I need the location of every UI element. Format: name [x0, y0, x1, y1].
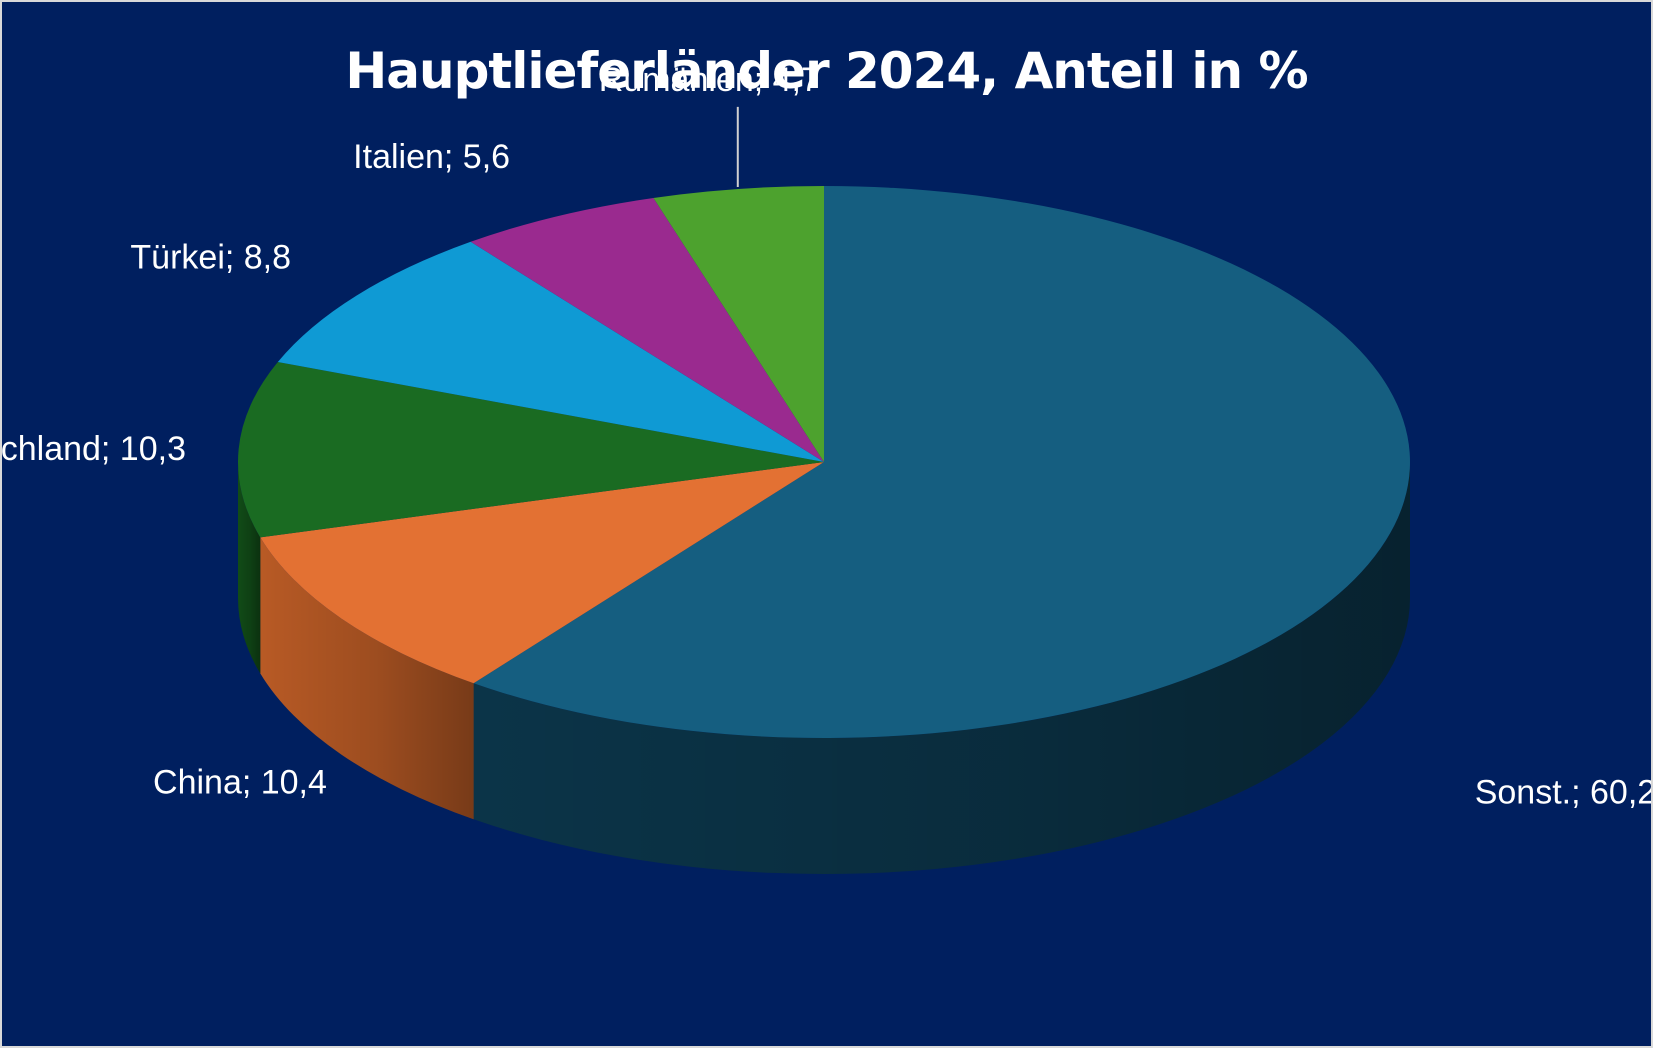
chart-title: Hauptlieferländer 2024, Anteil in %: [345, 42, 1308, 100]
pie-slice-italien: [470, 197, 824, 462]
pie-side-shade-deutschland: [238, 462, 261, 674]
pie-side-shade-china: [260, 537, 474, 820]
pie-slice-sonst-: [473, 186, 1410, 739]
data-label-china: China; 10,4: [153, 763, 327, 801]
data-label-sonst-: Sonst.; 60,2: [1475, 774, 1651, 812]
pie-slice-deutschland: [237, 362, 824, 538]
pie-slice-rumanien: [653, 186, 824, 462]
pie-slice-china: [260, 462, 824, 684]
pie-side-shade-sonst-: [473, 462, 1410, 874]
data-label-turkei: Türkei; 8,8: [130, 238, 291, 276]
data-label-rumanien: Rumänien; 4,7: [599, 61, 820, 99]
pie-slice-turkei: [277, 241, 824, 462]
data-label-deutschland: Deutschland; 10,3: [2, 430, 186, 468]
data-label-italien: Italien; 5,6: [353, 138, 510, 176]
